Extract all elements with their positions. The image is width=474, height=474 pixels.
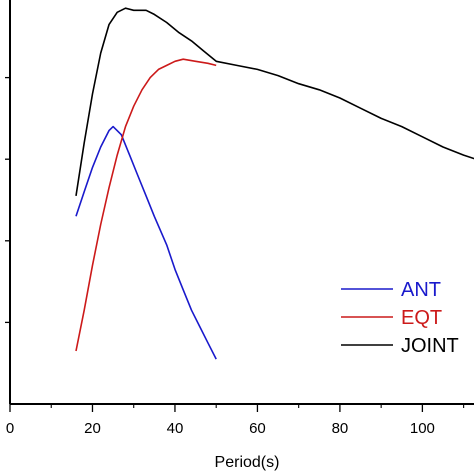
series-line-joint [75, 7, 474, 197]
series-line-ant [75, 125, 217, 360]
legend-label-ant: ANT [401, 279, 441, 301]
x-tick-label: 0 [6, 420, 14, 437]
x-tick-label: 80 [332, 420, 349, 437]
series-lines [75, 7, 474, 360]
series-line-eqt [75, 58, 217, 352]
x-tick-label: 40 [167, 420, 184, 437]
legend-label-joint: JOINT [401, 335, 459, 357]
x-tick-label: 20 [84, 420, 101, 437]
legend: ANT EQT JOINT [341, 279, 459, 357]
plot-axes: 0 20 40 60 80 100 [5, 0, 474, 437]
x-axis-title: Period(s) [215, 454, 280, 471]
x-tick-label: 60 [249, 420, 266, 437]
legend-label-eqt: EQT [401, 307, 442, 329]
x-tick-label: 100 [410, 420, 435, 437]
